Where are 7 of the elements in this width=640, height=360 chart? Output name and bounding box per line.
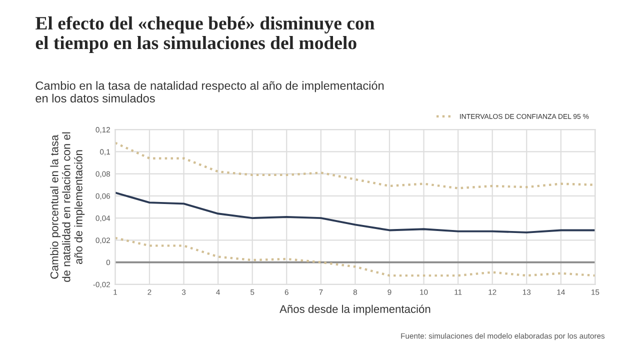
chart-title: El efecto del «cheque bebé» disminuye con el tiempo en las simulaciones del modelo — [36, 16, 374, 54]
chart-subtitle: Cambio en la tasa de natalidad respecto al año de implementación en los datos simulados — [36, 81, 384, 103]
line-series — [115, 142, 596, 190]
line-series — [115, 192, 596, 234]
line-series — [115, 236, 596, 277]
x-axis-title: Años desde la implementación — [280, 304, 430, 316]
y-axis-title: Cambio porcentual en la tasa de natalidad en relación con el año de implementación — [50, 132, 85, 282]
